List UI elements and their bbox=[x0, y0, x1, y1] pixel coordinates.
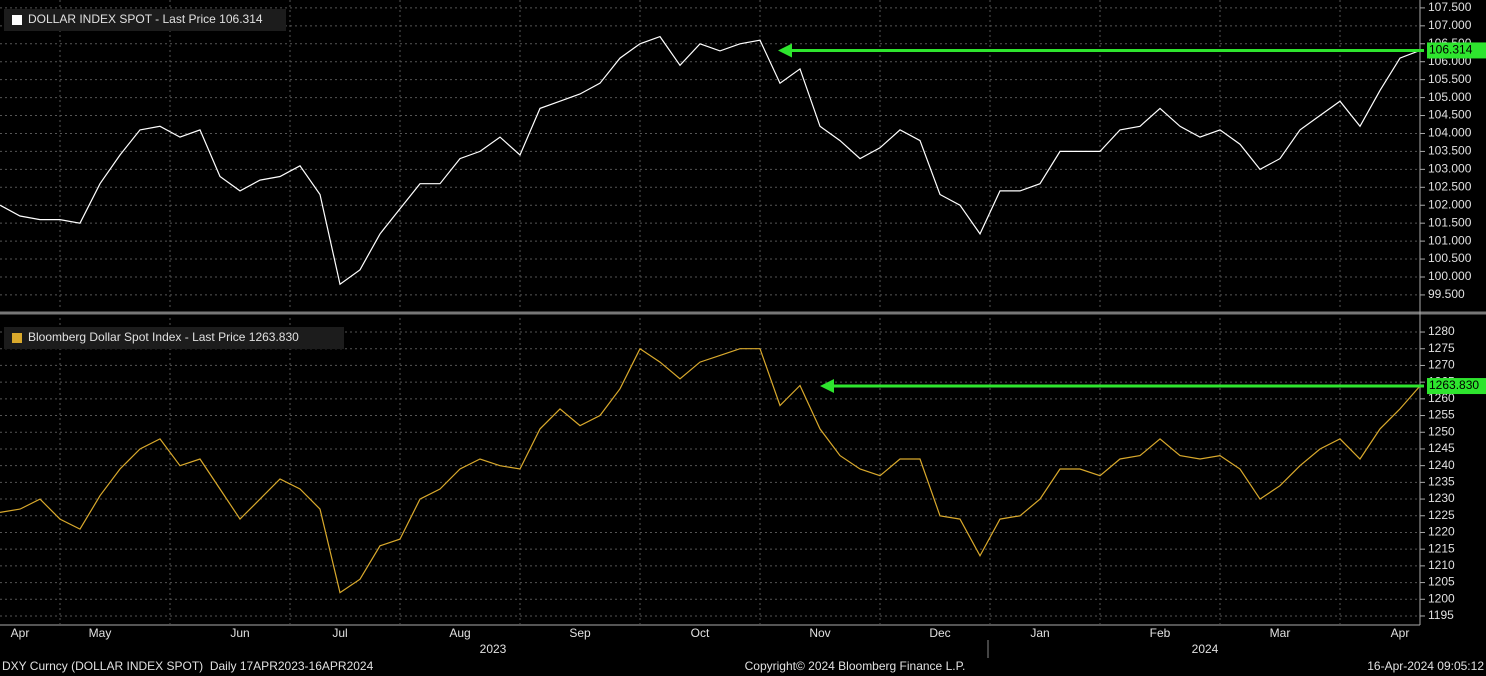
x-tick-label: Apr bbox=[11, 626, 30, 640]
y-tick-label: 1225 bbox=[1428, 508, 1455, 522]
legend-box bbox=[4, 9, 286, 31]
y-tick-label: 1260 bbox=[1428, 391, 1455, 405]
legend-title: Bloomberg Dollar Spot Index - Last Price… bbox=[28, 330, 299, 344]
y-tick-label: 1195 bbox=[1428, 608, 1454, 622]
x-tick-label: Dec bbox=[929, 626, 950, 640]
y-tick-label: 107.000 bbox=[1428, 18, 1472, 32]
arrow-head bbox=[820, 379, 834, 394]
y-tick-label: 104.500 bbox=[1428, 108, 1472, 122]
last-price-box bbox=[1427, 42, 1486, 59]
footer-right: 16-Apr-2024 09:05:12 bbox=[1367, 659, 1484, 673]
y-tick-label: 1200 bbox=[1428, 591, 1455, 605]
y-tick-label: 107.500 bbox=[1428, 0, 1472, 14]
legend-swatch bbox=[12, 15, 22, 25]
y-tick-label: 1270 bbox=[1428, 358, 1455, 372]
legend-box bbox=[4, 327, 344, 349]
y-tick-label: 103.000 bbox=[1428, 162, 1472, 176]
y-tick-label: 1245 bbox=[1428, 441, 1455, 455]
y-tick-label: 1210 bbox=[1428, 558, 1455, 572]
y-tick-label: 100.000 bbox=[1428, 269, 1472, 283]
y-tick-label: 105.000 bbox=[1428, 90, 1472, 104]
x-tick-label: Feb bbox=[1150, 626, 1171, 640]
last-price-label: 106.314 bbox=[1429, 43, 1473, 57]
x-tick-label: Mar bbox=[1270, 626, 1291, 640]
series-line bbox=[0, 35, 1421, 286]
y-tick-label: 1215 bbox=[1428, 541, 1455, 555]
y-tick-label: 1230 bbox=[1428, 491, 1455, 505]
y-tick-label: 101.000 bbox=[1428, 233, 1472, 247]
x-tick-label: Jan bbox=[1030, 626, 1049, 640]
y-tick-label: 1250 bbox=[1428, 424, 1455, 438]
y-tick-label: 1235 bbox=[1428, 475, 1455, 489]
y-tick-label: 1205 bbox=[1428, 575, 1455, 589]
x-tick-label: Jul bbox=[332, 626, 347, 640]
y-tick-label: 1280 bbox=[1428, 324, 1455, 338]
year-label: 2023 bbox=[480, 642, 507, 656]
last-price-box bbox=[1427, 378, 1486, 395]
footer-center: Copyright© 2024 Bloomberg Finance L.P. bbox=[745, 659, 966, 673]
y-tick-label: 100.500 bbox=[1428, 251, 1472, 265]
last-price-label: 1263.830 bbox=[1429, 378, 1479, 392]
y-tick-label: 102.500 bbox=[1428, 179, 1472, 193]
y-tick-label: 1220 bbox=[1428, 525, 1455, 539]
series-line bbox=[0, 347, 1421, 594]
y-tick-label: 102.000 bbox=[1428, 197, 1472, 211]
x-tick-label: Oct bbox=[691, 626, 710, 640]
y-tick-label: 1275 bbox=[1428, 341, 1455, 355]
y-tick-label: 104.000 bbox=[1428, 126, 1472, 140]
year-label: 2024 bbox=[1192, 642, 1219, 656]
arrow-head bbox=[778, 43, 792, 58]
y-tick-label: 1240 bbox=[1428, 458, 1455, 472]
footer-left: DXY Curncy (DOLLAR INDEX SPOT) Daily 17A… bbox=[2, 659, 374, 673]
x-tick-label: Jun bbox=[230, 626, 249, 640]
legend-swatch bbox=[12, 333, 22, 343]
x-tick-label: Nov bbox=[809, 626, 830, 640]
x-tick-label: Aug bbox=[449, 626, 470, 640]
y-tick-label: 101.500 bbox=[1428, 215, 1472, 229]
x-tick-label: Apr bbox=[1391, 626, 1410, 640]
x-tick-label: Sep bbox=[569, 626, 591, 640]
y-tick-label: 103.500 bbox=[1428, 144, 1472, 158]
y-tick-label: 1255 bbox=[1428, 408, 1455, 422]
x-tick-label: May bbox=[89, 626, 112, 640]
y-tick-label: 105.500 bbox=[1428, 72, 1472, 86]
legend-title: DOLLAR INDEX SPOT - Last Price 106.314 bbox=[28, 12, 263, 26]
y-tick-label: 99.500 bbox=[1428, 287, 1465, 301]
